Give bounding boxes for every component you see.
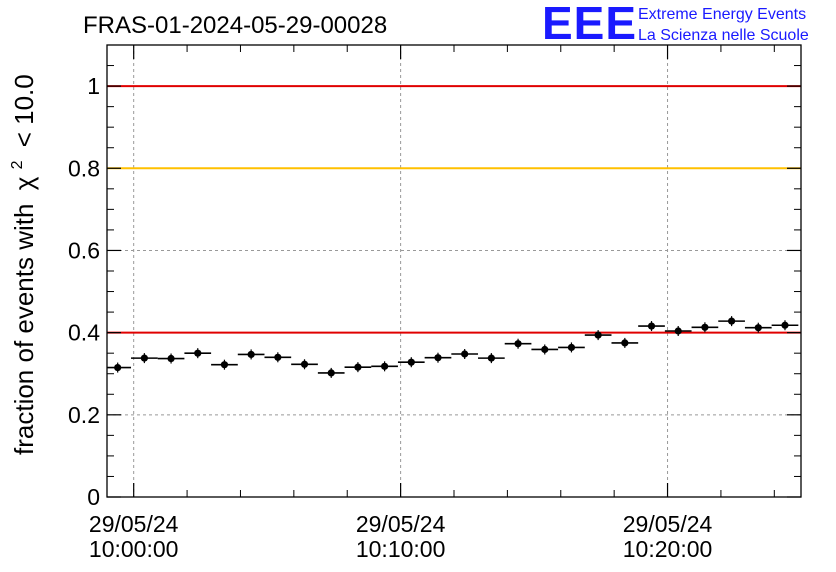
point-marker [567,343,576,352]
point-marker [541,345,549,354]
y-axis-title-text: fraction of events with [9,204,39,455]
y-axis-title-suffix: < 10.0 [9,74,39,147]
x-tick-label-time: 10:20:00 [623,536,713,562]
point-marker [487,354,495,362]
point-marker [514,340,522,348]
x-tick-label-time: 10:10:00 [356,536,446,562]
point-marker [327,369,335,377]
y-tick-label: 0.4 [68,320,100,346]
y-tick-label: 0.2 [68,402,100,428]
data-point [664,325,692,336]
data-point [424,352,452,363]
logo-line-1: Extreme Energy Events [638,6,806,23]
data-point [584,330,612,341]
x-tick-label-time: 10:00:00 [89,536,179,562]
y-tick-label: 0.8 [68,155,100,181]
point-marker [381,362,389,370]
point-marker [781,321,789,329]
data-point [451,349,479,360]
data-point [771,320,799,331]
data-point [107,362,132,373]
point-marker [140,354,148,362]
data-point [291,359,318,370]
data-point [371,361,398,372]
point-marker [674,327,682,335]
logo-mark: EEE [542,0,637,49]
x-tick-label-date: 29/05/24 [89,511,179,537]
point-marker [114,363,122,372]
y-tick-label: 0.6 [68,237,100,263]
y-tick-label: 0 [87,484,100,510]
point-marker [701,323,709,331]
point-marker [594,331,602,339]
point-marker [220,361,229,369]
point-marker [354,363,362,371]
point-marker [461,350,469,358]
data-point [211,359,238,370]
point-marker [754,324,762,332]
point-marker [407,358,415,366]
data-point [478,353,505,364]
point-marker [274,353,282,361]
x-tick-label-date: 29/05/24 [623,511,713,537]
y-axis-title: fraction of events with χ 2 < 10.0 [0,74,39,455]
point-marker [167,354,175,363]
chart-title: FRAS-01-2024-05-29-00028 [83,12,387,39]
data-point [504,338,532,349]
data-point [131,353,158,364]
data-point [531,344,559,355]
data-point [691,322,719,333]
data-point [344,362,372,373]
data-point [317,367,345,378]
data-point [718,316,745,327]
y-tick-label: 1 [87,73,100,99]
point-marker [728,317,736,325]
point-marker [300,360,309,368]
data-point [157,353,185,364]
data-point [611,337,639,348]
y-axis-title-exponent: 2 [9,160,26,169]
data-point [744,322,772,333]
y-tick-labels: 0 0.2 0.4 0.6 0.8 1 [68,73,100,510]
x-tick-label-date: 29/05/24 [356,511,446,537]
point-marker [621,339,629,347]
x-tick-labels: 29/05/2410:00:0029/05/2410:10:0029/05/24… [89,511,713,562]
point-marker [194,349,202,357]
point-marker [647,322,656,330]
data-point [558,342,585,353]
point-marker [247,350,255,359]
data-point [397,357,425,368]
grid [107,45,801,498]
data-point [237,349,265,360]
logo-line-2: La Scienza nelle Scuole [638,27,809,44]
data-points [107,316,799,378]
reference-lines [107,85,801,334]
point-marker [434,354,442,362]
axis-ticks [107,44,801,498]
eee-logo: EEE Extreme Energy Events La Scienza nel… [542,0,809,49]
data-point [264,352,292,363]
data-point [638,321,665,332]
plot-frame [106,44,802,498]
y-axis-title-symbol: χ [9,176,39,190]
data-point [184,348,212,359]
